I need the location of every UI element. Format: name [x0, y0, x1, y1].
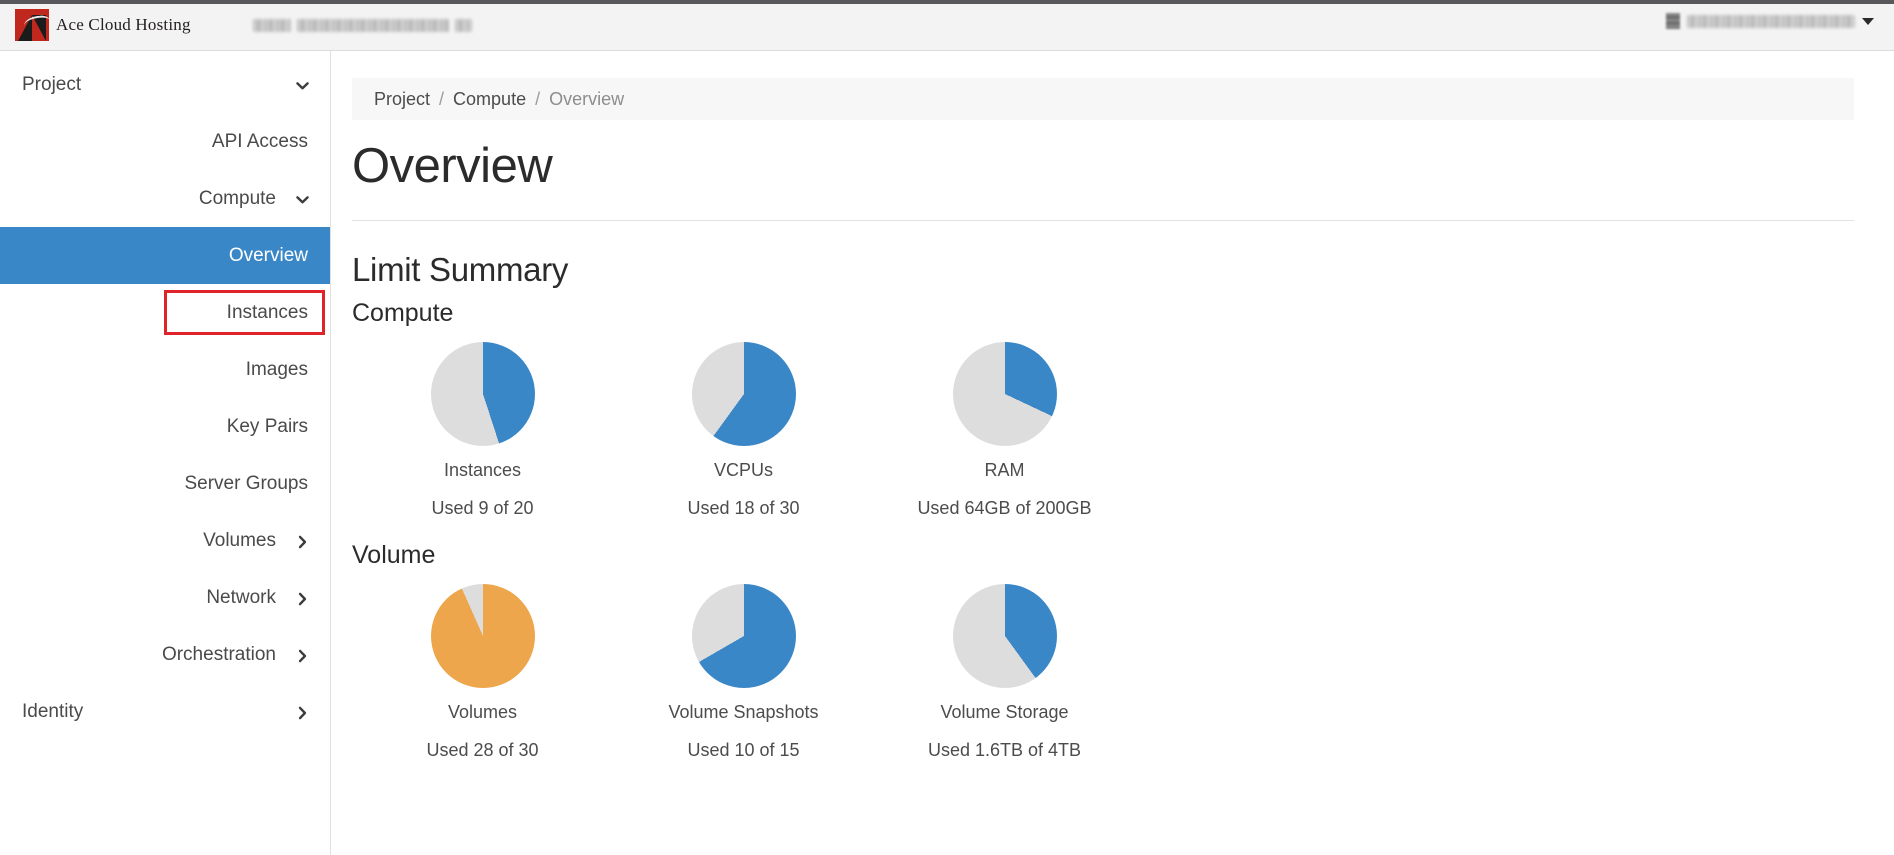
quota-label: Instances: [443, 460, 522, 481]
sidebar-item-network[interactable]: Network: [0, 569, 330, 626]
sidebar-item-label: Images: [245, 358, 308, 380]
sidebar-item-label: Volumes: [203, 529, 276, 551]
sidebar-item-label: Key Pairs: [226, 415, 308, 437]
breadcrumb-item-compute[interactable]: Compute: [453, 88, 527, 109]
quota-usage-text: Used 10 of 15: [687, 740, 800, 761]
sidebar-item-label: Identity: [22, 700, 84, 722]
user-menu[interactable]: [1666, 13, 1874, 29]
limit-summary-heading: Limit Summary: [352, 251, 569, 289]
sidebar-item-instances[interactable]: Instances: [0, 284, 330, 341]
avatar: [1666, 13, 1680, 29]
quota-label: Volumes: [447, 702, 518, 723]
compute-quota-row: Instances Used 9 of 20 VCPUs Used 18 of 30 R…: [332, 342, 1894, 519]
sidebar-item-project[interactable]: Project: [0, 56, 330, 113]
chevron-right-icon: [295, 534, 308, 548]
pie-chart-volumes: [430, 584, 535, 689]
quota-label: RAM: [984, 460, 1025, 481]
brand-logo[interactable]: Ace Cloud Hosting: [15, 9, 191, 41]
volume-quota-row: Volumes Used 28 of 30 Volume Snapshots Used…: [332, 584, 1894, 761]
sidebar-item-label: Orchestration: [161, 643, 276, 665]
quota-card-ram: RAM Used 64GB of 200GB: [874, 342, 1135, 519]
quota-card-volume-storage: Volume Storage Used 1.6TB of 4TB: [874, 584, 1135, 761]
main-content: Project / Compute / Overview Overview Li…: [332, 51, 1894, 855]
sidebar-item-label: Compute: [198, 187, 276, 209]
quota-label: Volume Storage: [940, 702, 1069, 723]
compute-subheading: Compute: [352, 299, 454, 328]
sidebar-item-orchestration[interactable]: Orchestration: [0, 626, 330, 683]
pie-chart-ram: [952, 342, 1057, 447]
chevron-right-icon: [295, 648, 308, 662]
sidebar-item-overview[interactable]: Overview: [0, 227, 330, 284]
sidebar-item-volumes[interactable]: Volumes: [0, 512, 330, 569]
chevron-down-icon: [295, 78, 309, 91]
breadcrumb-item-project[interactable]: Project: [374, 88, 431, 109]
project-selector-redacted[interactable]: [252, 18, 472, 32]
sidebar-item-key-pairs[interactable]: Key Pairs: [0, 398, 330, 455]
quota-card-vcpus: VCPUs Used 18 of 30: [613, 342, 874, 519]
sidebar-item-api-access[interactable]: API Access: [0, 113, 330, 170]
quota-usage-text: Used 9 of 20: [431, 498, 534, 519]
sidebar-item-label: Server Groups: [184, 472, 308, 494]
sidebar-item-label: Instances: [226, 301, 308, 323]
quota-card-instances: Instances Used 9 of 20: [352, 342, 613, 519]
chevron-down-icon: [1862, 17, 1874, 25]
chevron-right-icon: [295, 705, 308, 719]
pie-chart-volume-storage: [952, 584, 1057, 689]
breadcrumb-separator: /: [439, 88, 445, 109]
sidebar-item-label: API Access: [211, 130, 308, 152]
sidebar-item-images[interactable]: Images: [0, 341, 330, 398]
sidebar-item-label: Project: [22, 73, 82, 95]
quota-usage-text: Used 1.6TB of 4TB: [927, 740, 1082, 761]
title-divider: [352, 220, 1854, 222]
chevron-down-icon: [295, 192, 309, 205]
topbar-accent-strip: [0, 0, 1894, 4]
pie-chart-instances: [430, 342, 535, 447]
sidebar-item-label: Network: [206, 586, 276, 608]
sidebar-nav: Project API Access Compute Overview Instance…: [0, 51, 331, 855]
sidebar-item-compute[interactable]: Compute: [0, 170, 330, 227]
quota-label: VCPUs: [713, 460, 773, 481]
quota-usage-text: Used 28 of 30: [426, 740, 539, 761]
breadcrumb: Project / Compute / Overview: [352, 78, 1854, 120]
pie-chart-volume-snapshots: [691, 584, 796, 689]
breadcrumb-separator: /: [535, 88, 541, 109]
sidebar-item-label: Overview: [228, 244, 308, 266]
breadcrumb-item-overview: Overview: [549, 88, 625, 109]
top-navbar: Ace Cloud Hosting: [0, 0, 1894, 51]
pie-chart-vcpus: [691, 342, 796, 447]
quota-usage-text: Used 18 of 30: [687, 498, 800, 519]
brand-name-label: Ace Cloud Hosting: [56, 15, 191, 34]
quota-card-volumes: Volumes Used 28 of 30: [352, 584, 613, 761]
quota-card-volume-snapshots: Volume Snapshots Used 10 of 15: [613, 584, 874, 761]
sidebar-item-identity[interactable]: Identity: [0, 683, 330, 740]
volume-subheading: Volume: [352, 541, 436, 570]
user-name-redacted: [1687, 14, 1855, 28]
page-title: Overview: [352, 139, 553, 193]
quota-usage-text: Used 64GB of 200GB: [917, 498, 1092, 519]
sidebar-item-server-groups[interactable]: Server Groups: [0, 455, 330, 512]
ace-cloud-logo-icon: [15, 9, 49, 41]
quota-label: Volume Snapshots: [668, 702, 819, 723]
chevron-right-icon: [295, 591, 308, 605]
